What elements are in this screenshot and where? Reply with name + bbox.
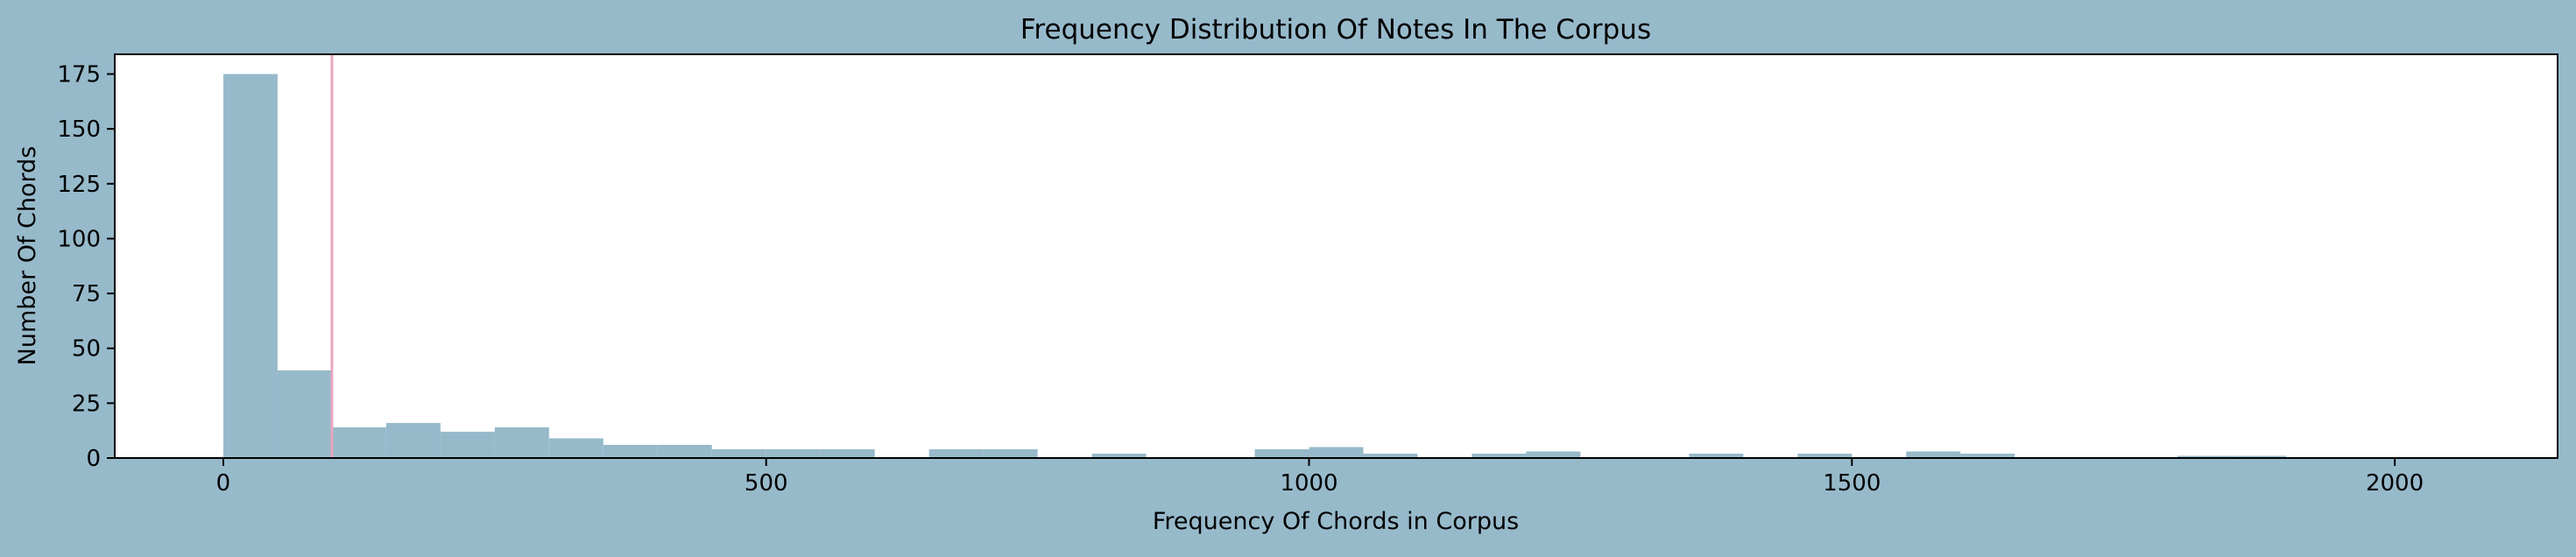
histogram-bar [2177, 455, 2233, 458]
histogram-bar [1309, 447, 1364, 458]
y-axis: 0 25 50 75 100 125 150 175 [57, 62, 115, 472]
histogram-bars [222, 74, 2287, 459]
histogram-bar [657, 444, 712, 458]
histogram-bar [2232, 455, 2287, 458]
plot-frame [114, 53, 2558, 459]
histogram-bar [1960, 453, 2015, 458]
histogram-bar [1091, 453, 1147, 458]
histogram-bar [1906, 451, 1961, 458]
histogram-bar [711, 448, 766, 458]
x-tick-label: 1000 [1280, 470, 1337, 497]
y-tick-label: 150 [57, 116, 101, 143]
chart-title: Frequency Distribution Of Notes In The C… [1020, 14, 1651, 46]
x-tick-label: 0 [216, 470, 231, 497]
histogram-bar [1254, 448, 1309, 458]
histogram-bar [385, 422, 441, 458]
histogram-bar [494, 427, 549, 458]
plot-area [115, 54, 2558, 458]
x-axis: 0 500 1000 1500 2000 [216, 458, 2424, 497]
y-tick-label: 75 [72, 281, 101, 307]
histogram-bar [766, 448, 821, 458]
histogram-bar [1526, 451, 1581, 458]
x-tick-label: 500 [745, 470, 788, 497]
histogram-bar [331, 427, 386, 458]
histogram-bar [820, 448, 875, 458]
histogram-bar [1471, 453, 1527, 458]
y-tick-label: 175 [57, 62, 101, 88]
histogram-bar [603, 444, 658, 458]
histogram-bar [1363, 453, 1418, 458]
histogram-bar [440, 431, 495, 458]
histogram-bar [277, 370, 332, 458]
histogram-bar [548, 438, 603, 458]
histogram-bar [222, 74, 278, 459]
histogram-bar [928, 448, 984, 458]
x-axis-label: Frequency Of Chords in Corpus [1153, 508, 1519, 535]
y-axis-label: Number Of Chords [14, 146, 41, 366]
y-tick-label: 50 [72, 336, 101, 363]
y-tick-label: 125 [57, 172, 101, 198]
y-tick-label: 0 [86, 446, 101, 472]
histogram-bar [983, 448, 1038, 458]
histogram-bar [1797, 453, 1853, 458]
x-tick-label: 2000 [2366, 470, 2424, 497]
y-tick-label: 25 [72, 391, 101, 417]
histogram-bar [1689, 453, 1744, 458]
x-tick-label: 1500 [1823, 470, 1881, 497]
y-tick-label: 100 [57, 226, 101, 252]
